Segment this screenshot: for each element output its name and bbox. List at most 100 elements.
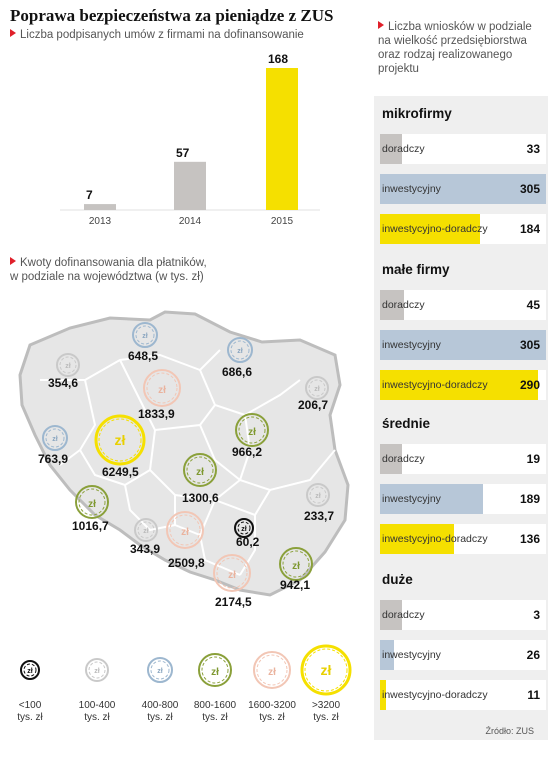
application-label: doradczy	[382, 299, 425, 311]
application-label: inwestycyjno-doradczy	[382, 223, 488, 235]
currency-symbol: zł	[143, 528, 149, 535]
year-label-2014: 2014	[179, 216, 202, 227]
legend-circle-inner	[304, 648, 348, 692]
application-value: 189	[519, 492, 540, 506]
application-row: doradczy 33	[380, 134, 546, 164]
applications-subtitle: Liczba wniosków w podziale na wielkość p…	[378, 20, 546, 76]
region-border	[238, 414, 336, 492]
currency-symbol: zł	[237, 348, 243, 355]
country-outline	[18, 310, 350, 597]
application-value: 19	[526, 452, 540, 466]
bar-value-2015: 168	[268, 52, 288, 66]
application-row: doradczy 19	[380, 444, 546, 474]
map-subtitle-line1: Kwoty dofinansowania dla płatników,	[20, 257, 207, 269]
region-value: 2509,8	[168, 556, 205, 570]
region-marker: zł 763,9	[38, 425, 68, 466]
region-marker: zł 966,2	[232, 413, 269, 459]
amount-circle-inner	[137, 521, 155, 539]
triangle-marker-icon	[378, 21, 384, 29]
region-value: 966,2	[232, 445, 262, 459]
legend-unit: tys. zł	[84, 712, 110, 723]
application-label: inwestycyjny	[382, 339, 441, 351]
region-value: 206,7	[298, 398, 328, 412]
application-label: inwestycyjny	[382, 493, 441, 505]
legend-label: 100-400	[79, 700, 116, 711]
legend-label: <100	[19, 700, 42, 711]
bar-2013	[84, 204, 116, 210]
region-marker: zł 354,6	[48, 353, 80, 390]
application-bar	[380, 484, 483, 514]
application-row: inwestycyjno-doradczy 184	[380, 214, 546, 244]
application-row: inwestycyjny 189	[380, 484, 546, 514]
amount-circle-inner	[45, 428, 65, 448]
legend-circle	[20, 660, 40, 680]
application-row: inwestycyjno-doradczy 136	[380, 524, 546, 554]
application-bar	[380, 134, 402, 164]
amount-circle	[227, 337, 253, 363]
region-value: 648,5	[128, 349, 158, 363]
region-marker: zł 206,7	[298, 376, 329, 412]
legend-label: 1600-3200	[248, 700, 296, 711]
amount-circle	[234, 518, 254, 538]
region-marker: zł 2509,8	[166, 511, 205, 570]
region-value: 1833,9	[138, 407, 175, 421]
application-row: doradczy 45	[380, 290, 546, 320]
region-border	[199, 424, 241, 481]
application-row: inwestycyjny 26	[380, 640, 546, 670]
poland-map: zł 648,5 zł 354,6 zł 686,6 zł 1833,9 zł 206,7 zł 76…	[18, 310, 350, 609]
application-bar	[380, 680, 386, 710]
amount-circle-inner	[98, 418, 142, 462]
application-row: inwestycyjny 305	[380, 330, 546, 360]
region-value: 6249,5	[102, 465, 139, 479]
source-note: Źródło: ZUS	[485, 726, 534, 736]
region-border	[59, 379, 97, 466]
legend-label: 800-1600	[194, 700, 237, 711]
applications-panel: Liczba wniosków w podziale na wielkość p…	[374, 20, 548, 740]
amount-circle-inner	[216, 557, 248, 589]
region-value: 343,9	[130, 542, 160, 556]
currency-symbol: zł	[315, 493, 321, 500]
amount-circle-inner	[59, 356, 77, 374]
application-bar	[380, 600, 402, 630]
currency-symbol: zł	[115, 432, 126, 448]
currency-symbol: zł	[88, 499, 96, 510]
year-label-2013: 2013	[89, 216, 112, 227]
region-marker: zł 686,6	[222, 337, 253, 379]
region-value: 763,9	[38, 452, 68, 466]
currency-symbol: zł	[94, 668, 100, 675]
region-value: 1300,6	[182, 491, 219, 505]
region-value: 233,7	[304, 509, 334, 523]
region-border	[199, 534, 241, 576]
region-marker: zł 6249,5	[94, 414, 146, 479]
legend-unit: tys. zł	[17, 712, 43, 723]
currency-symbol: zł	[268, 667, 276, 678]
application-bar	[380, 444, 402, 474]
region-marker: zł 60,2	[234, 518, 260, 549]
legend-circle	[300, 644, 352, 696]
amount-circle	[235, 413, 269, 447]
amount-circle	[166, 511, 204, 549]
amount-circle	[42, 425, 68, 451]
application-row: inwestycyjny 305	[380, 174, 546, 204]
amount-circle-inner	[309, 486, 327, 504]
application-row: inwestycyjno-doradczy 290	[380, 370, 546, 400]
map-subtitle: Kwoty dofinansowania dla płatników, w po…	[10, 256, 207, 284]
applications-subtitle-line3: oraz rodzaj realizowanego	[378, 49, 513, 61]
application-row: inwestycyjno-doradczy 11	[380, 680, 546, 710]
currency-symbol: zł	[241, 526, 247, 533]
bar-value-2014: 57	[176, 146, 190, 160]
application-bar	[380, 174, 546, 204]
application-label: inwestycyjny	[382, 183, 441, 195]
application-bar	[380, 290, 405, 320]
amount-circle-inner	[238, 416, 266, 444]
application-label: inwestycyjno-doradczy	[382, 533, 488, 545]
bar-value-2013: 7	[86, 188, 93, 202]
application-label: inwestycyjno-doradczy	[382, 379, 488, 391]
yearly-contracts-chart: 7 2013 57 2014 168 2015	[60, 52, 320, 227]
application-value: 305	[519, 338, 540, 352]
applications-subtitle-line1: Liczba wniosków w podziale	[388, 21, 532, 33]
legend-circle-inner	[201, 656, 229, 684]
amount-circle	[56, 353, 80, 377]
